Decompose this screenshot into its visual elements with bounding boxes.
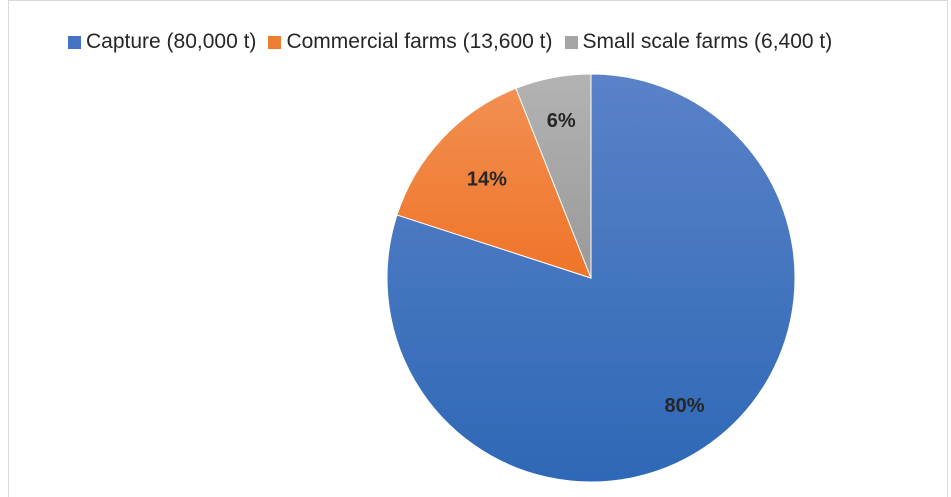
pie-slice-small-scale-farms xyxy=(515,73,592,279)
data-label-capture: 80% xyxy=(665,395,705,417)
chart-legend: Capture (80,000 t) Commercial farms (13,… xyxy=(68,30,844,54)
data-label-small-scale-farms: 6% xyxy=(547,110,576,132)
legend-label-commercial-farms: Commercial farms (13,600 t) xyxy=(286,30,553,53)
legend-item-small-scale-farms: Small scale farms (6,400 t) xyxy=(564,30,833,54)
data-label-commercial-farms: 14% xyxy=(467,169,507,191)
legend-label-small-scale-farms: Small scale farms (6,400 t) xyxy=(582,30,833,53)
legend-item-capture: Capture (80,000 t) xyxy=(68,30,256,54)
legend-swatch-commercial-farms xyxy=(268,35,282,49)
pie-slice-commercial-farms xyxy=(396,87,592,279)
legend-swatch-small-scale-farms xyxy=(564,35,578,49)
legend-swatch-capture xyxy=(68,35,81,49)
legend-label-capture: Capture (80,000 t) xyxy=(86,30,257,53)
legend-item-commercial-farms: Commercial farms (13,600 t) xyxy=(268,30,553,54)
